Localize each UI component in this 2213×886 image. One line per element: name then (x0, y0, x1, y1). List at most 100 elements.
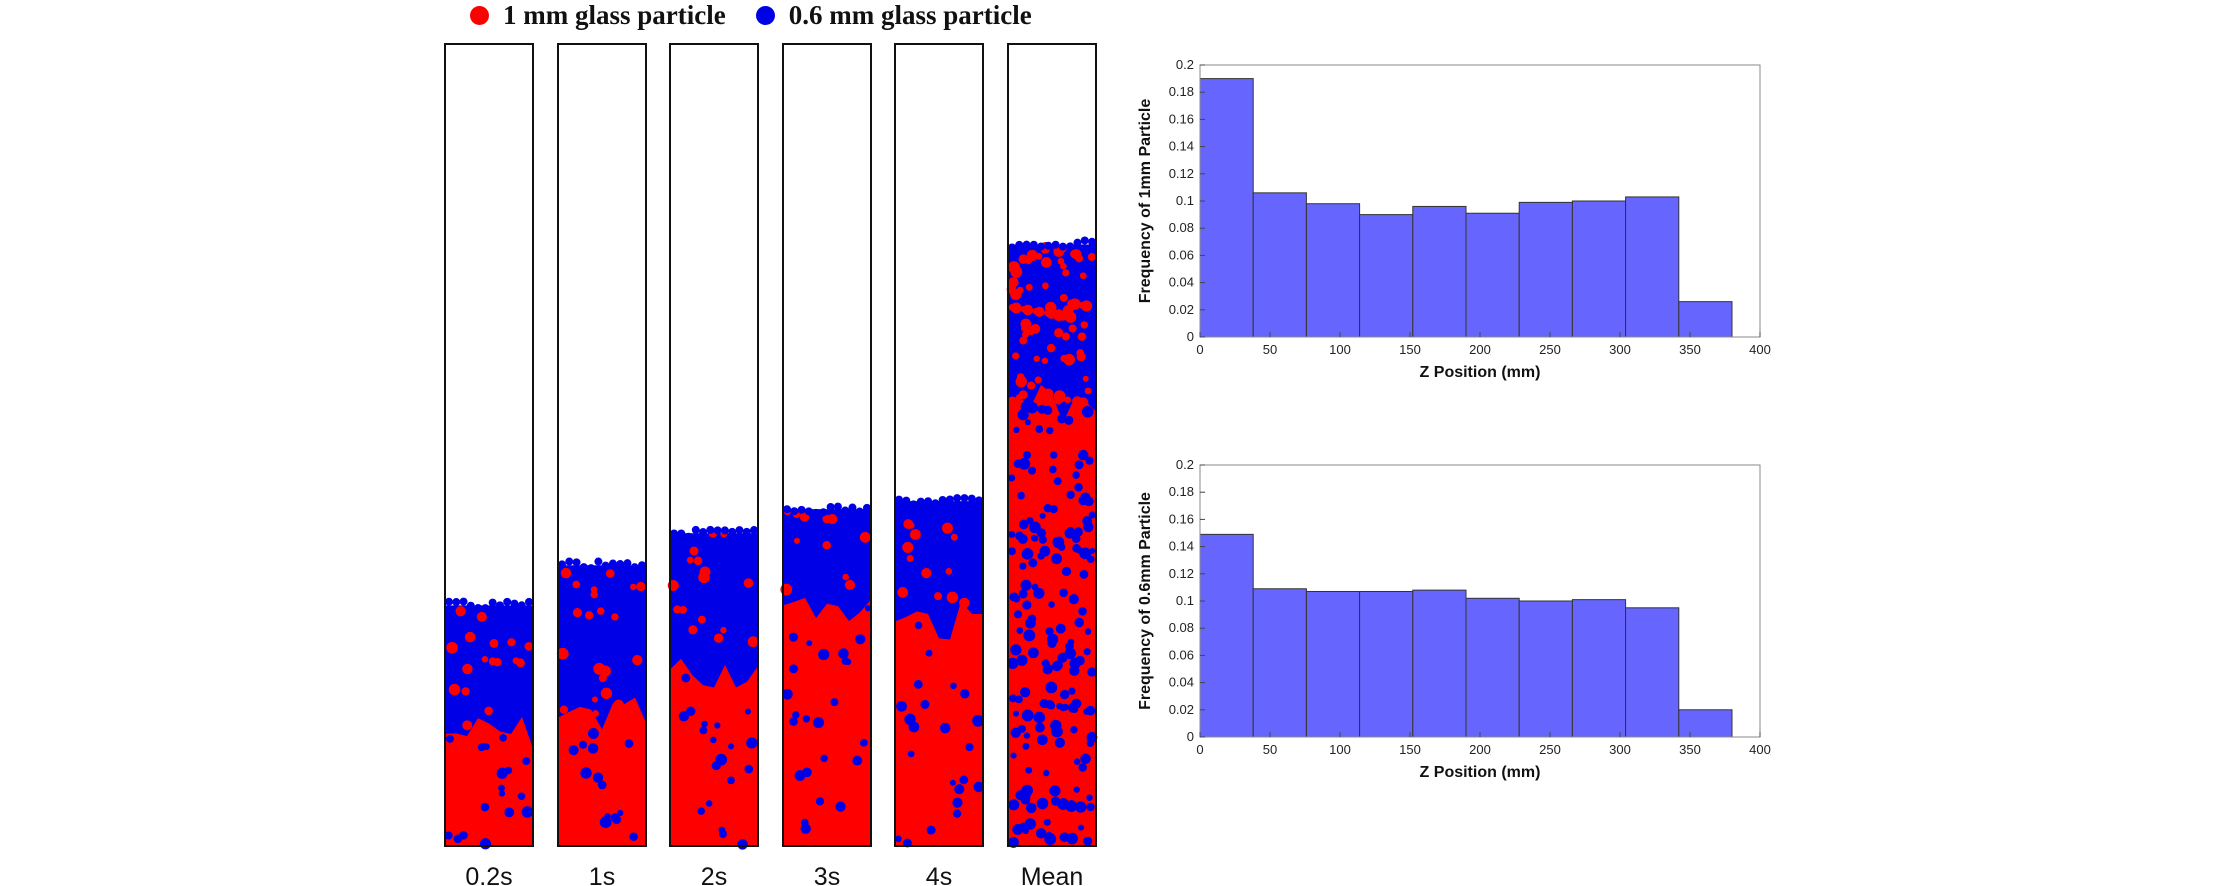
column-frame (782, 43, 872, 847)
particle-dot (1021, 324, 1028, 332)
particle-dot (1064, 396, 1071, 404)
large-particle-layer (558, 697, 646, 846)
particle-dot (902, 541, 914, 553)
particle-dot (1046, 343, 1056, 353)
particle-dot (455, 606, 466, 617)
particle-dot (1079, 272, 1087, 280)
x-tick-label: 100 (1329, 342, 1351, 357)
particle-dot (1066, 832, 1078, 845)
particle-dot (1060, 354, 1068, 363)
particle-dot (1033, 587, 1045, 599)
particle-dot (1013, 426, 1020, 434)
y-tick-label: 0 (1187, 729, 1194, 744)
surface-particle (466, 601, 475, 610)
column-panel: 0.2s (444, 43, 534, 886)
particle-dot (1046, 426, 1054, 435)
legend-marker-0-6mm (755, 5, 775, 25)
y-tick-label: 0.08 (1169, 620, 1194, 635)
x-tick-label: 350 (1679, 742, 1701, 757)
x-tick-label: 100 (1329, 742, 1351, 757)
particle-dot (1073, 786, 1080, 793)
particle-dot (744, 708, 751, 715)
surface-particle (812, 508, 821, 517)
particle-dot (681, 673, 691, 683)
particle-dot (946, 591, 959, 604)
surface-particle (1029, 240, 1038, 249)
particle-dot (1009, 592, 1019, 602)
particle-dot (1043, 405, 1053, 415)
particle-dot (592, 710, 599, 717)
histogram-bar (1571, 599, 1627, 738)
surface-particle (833, 502, 842, 511)
particle-dot (1045, 699, 1055, 710)
histogram-bar (1678, 301, 1733, 338)
particle-dot (693, 556, 703, 566)
particle-dot (907, 750, 915, 758)
particle-dot (852, 755, 863, 766)
particle-dot (1025, 766, 1033, 774)
particle-dot (1014, 695, 1023, 704)
particle-dot (499, 733, 507, 742)
particle-dot (593, 662, 606, 675)
particle-dot (1046, 633, 1059, 645)
particle-dot (959, 597, 970, 609)
histogram-bar (1518, 201, 1573, 338)
surface-particle (841, 506, 850, 515)
particle-dot (1049, 785, 1061, 797)
particle-dot (592, 772, 604, 783)
particle-dot (910, 529, 921, 540)
particle-dot (590, 586, 598, 593)
particle-dot (1078, 397, 1089, 408)
particle-dot (636, 581, 646, 592)
surface-particle (601, 561, 610, 570)
particle-dot (1028, 466, 1037, 475)
particle-dot (629, 583, 637, 591)
particle-dot (507, 638, 516, 647)
particle-dot (838, 648, 849, 659)
particle-dot (1078, 607, 1087, 616)
particle-dot (806, 640, 813, 647)
particle-dot (1056, 702, 1064, 710)
particle-dot (1050, 451, 1058, 459)
particle-dot (973, 781, 985, 793)
particle-dot (1045, 831, 1052, 838)
particle-dot (920, 699, 930, 709)
particle-dot (1059, 588, 1068, 598)
surface-particle (902, 496, 911, 505)
surface-particle (924, 497, 933, 506)
particle-dot (1018, 457, 1031, 470)
particle-dot (747, 636, 759, 648)
column-frame (894, 43, 984, 847)
histogram-bar (1465, 597, 1520, 738)
histogram-bar (1625, 607, 1680, 738)
particle-dot (498, 784, 505, 792)
particle-dot (835, 801, 846, 812)
particle-dot (945, 568, 953, 575)
particle-dot (444, 831, 453, 840)
x-tick-label: 350 (1679, 342, 1701, 357)
particle-dot (952, 809, 962, 818)
particle-dot (1022, 304, 1034, 316)
surface-particle (909, 500, 918, 509)
particle-dot (701, 720, 708, 728)
particle-dot (1061, 332, 1070, 341)
surface-particle (706, 525, 715, 534)
x-tick-label: 200 (1469, 342, 1491, 357)
particle-dot (711, 761, 721, 771)
particle-dot (1035, 252, 1043, 260)
particle-dot (710, 736, 717, 744)
x-tick-label: 400 (1749, 342, 1771, 357)
particle-dot (713, 633, 724, 643)
surface-particle (630, 563, 639, 572)
particle-dot (524, 642, 534, 651)
surface-particle (616, 560, 625, 569)
y-tick-label: 0.12 (1169, 166, 1194, 181)
particle-dot (1024, 419, 1031, 426)
particle-dot (1083, 648, 1091, 656)
particle-dot (1023, 629, 1036, 642)
histogram-bar (1252, 192, 1307, 338)
particle-dot (1072, 529, 1081, 538)
particle-dot (1007, 547, 1016, 556)
particle-dot (1055, 623, 1066, 634)
y-tick-label: 0.16 (1169, 511, 1194, 526)
